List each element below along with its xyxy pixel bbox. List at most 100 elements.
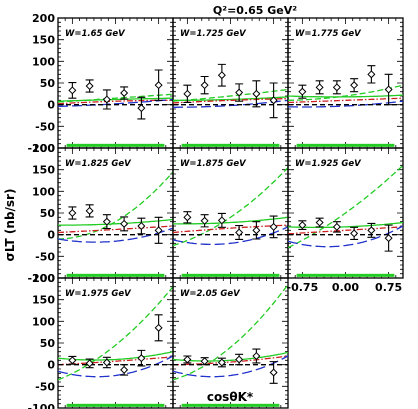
data-point bbox=[269, 361, 278, 384]
data-point bbox=[200, 357, 209, 366]
data-point bbox=[183, 84, 192, 104]
data-point bbox=[332, 221, 341, 233]
panel-label: W=1.975 GeV bbox=[65, 289, 132, 299]
data-point bbox=[350, 78, 359, 93]
panel-label: W=1.825 GeV bbox=[65, 159, 132, 169]
data-point bbox=[120, 86, 129, 100]
panel-1: -100 -50 0 50 100 150 200 W=1.65 GeV bbox=[27, 12, 174, 155]
data-point bbox=[384, 73, 393, 106]
data-point bbox=[367, 222, 376, 238]
data-point bbox=[384, 224, 393, 252]
y-tick-label: 50 bbox=[40, 77, 56, 90]
data-point bbox=[102, 214, 111, 230]
model-curve-red-dashdot bbox=[288, 97, 403, 104]
y-tick-label: -100 bbox=[27, 402, 55, 409]
y-tick-label: 200 bbox=[32, 272, 55, 285]
model-curve-red-dashdot bbox=[173, 97, 288, 104]
data-point bbox=[102, 356, 111, 369]
data-point bbox=[217, 357, 226, 368]
panel-7: -100-50050100150200-0.750.000.75W=1.975 … bbox=[27, 272, 174, 409]
data-point bbox=[120, 216, 129, 232]
model-curve-green-dash bbox=[58, 171, 173, 240]
data-point bbox=[217, 63, 226, 87]
y-tick-label: 0 bbox=[47, 99, 55, 112]
y-tick-label: -50 bbox=[35, 380, 55, 393]
model-curve-green-dash bbox=[58, 93, 173, 103]
data-point bbox=[235, 225, 244, 240]
model-curve-green-solid bbox=[58, 218, 173, 226]
model-curve-green-dash bbox=[288, 164, 403, 249]
data-point bbox=[183, 355, 192, 364]
data-point bbox=[85, 79, 94, 93]
data-point bbox=[269, 82, 278, 119]
data-point bbox=[298, 220, 307, 231]
model-curve-red-dashdot bbox=[58, 225, 173, 234]
model-curve-blue-longdash bbox=[173, 226, 288, 246]
model-curve-red-dashdot bbox=[58, 99, 173, 105]
panel-5: W=1.875 GeV bbox=[172, 147, 289, 279]
y-tick-label: -50 bbox=[35, 250, 55, 263]
y-tick-label: 50 bbox=[40, 337, 56, 350]
data-point bbox=[252, 348, 261, 364]
y-tick-label: 200 bbox=[32, 142, 55, 155]
panel-label: W=1.875 GeV bbox=[180, 159, 247, 169]
y-axis-label: σLT (nb/sr) bbox=[3, 189, 17, 262]
model-curve-green-solid bbox=[58, 351, 173, 361]
data-point bbox=[85, 358, 94, 369]
y-tick-label: 150 bbox=[32, 294, 55, 307]
data-point bbox=[137, 217, 146, 235]
model-curve-blue-longdash bbox=[58, 227, 173, 243]
panel-8: -0.750.000.75W=2.05 GeV bbox=[172, 277, 289, 409]
systematic-band bbox=[181, 273, 280, 277]
data-point bbox=[137, 349, 146, 367]
model-curve-green-dash bbox=[58, 286, 173, 381]
panel-label: W=1.725 GeV bbox=[180, 29, 247, 39]
systematic-band bbox=[66, 403, 165, 407]
panel-label: W=1.775 GeV bbox=[295, 29, 362, 39]
model-curve-green-dash bbox=[288, 84, 403, 101]
model-curve-blue-longdash bbox=[288, 100, 403, 108]
model-curve-green-solid bbox=[288, 221, 403, 229]
systematic-band bbox=[66, 143, 165, 147]
y-tick-label: 100 bbox=[32, 315, 55, 328]
x-tick-label: -0.75 bbox=[287, 281, 319, 294]
data-point bbox=[298, 84, 307, 99]
model-curve-green-solid bbox=[173, 351, 288, 362]
data-point bbox=[102, 89, 111, 110]
model-curve-green-dash bbox=[173, 88, 288, 102]
panel-4: -100 -50 0 50 100 150 200 W=1.825 GeV bbox=[27, 142, 174, 285]
y-tick-label: 150 bbox=[32, 34, 55, 47]
data-point bbox=[183, 211, 192, 224]
data-point bbox=[367, 65, 376, 84]
model-curve-blue-longdash bbox=[288, 225, 403, 248]
x-tick-label: 0.75 bbox=[375, 281, 402, 294]
data-point bbox=[154, 216, 163, 244]
model-curve-green-solid bbox=[173, 216, 288, 225]
x-axis-label: cosθK* bbox=[207, 390, 254, 404]
y-tick-label: 0 bbox=[47, 359, 55, 372]
data-point bbox=[200, 75, 209, 95]
systematic-band bbox=[66, 273, 165, 277]
model-curve-green-dash bbox=[173, 167, 288, 247]
systematic-band bbox=[181, 403, 280, 407]
model-curve-blue-longdash bbox=[173, 99, 288, 108]
y-tick-label: -50 bbox=[35, 120, 55, 133]
panel-3: W=1.775 GeV bbox=[287, 17, 404, 149]
systematic-band bbox=[296, 143, 395, 147]
figure-title: Q²=0.65 GeV² bbox=[213, 4, 297, 17]
data-point bbox=[85, 204, 94, 218]
data-point bbox=[154, 314, 163, 342]
data-point bbox=[269, 215, 278, 239]
data-point bbox=[120, 364, 129, 376]
model-curve-red-dashdot bbox=[173, 355, 288, 366]
data-point bbox=[252, 80, 261, 108]
data-point bbox=[235, 83, 244, 102]
y-tick-label: 0 bbox=[47, 229, 55, 242]
panel-6: -0.75 0.00 0.75 W=1.925 GeV bbox=[287, 147, 404, 294]
data-point bbox=[154, 69, 163, 101]
data-point bbox=[137, 96, 146, 120]
model-curve-blue-longdash bbox=[58, 355, 173, 378]
y-tick-label: -100 bbox=[27, 142, 55, 155]
model-curve-red-dashdot bbox=[173, 224, 288, 234]
